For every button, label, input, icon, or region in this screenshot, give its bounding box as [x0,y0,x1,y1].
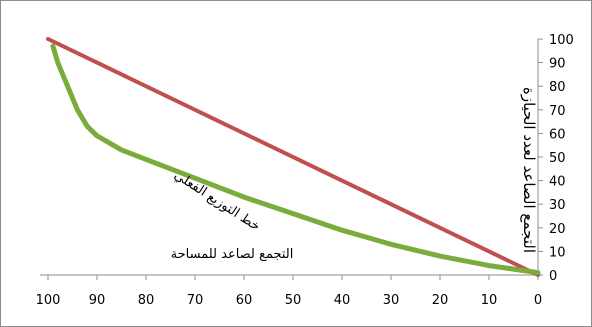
y-tick-label: 10 [549,245,566,260]
x-tick-label: 30 [383,293,400,308]
x-tick-label: 70 [187,293,204,308]
actual-distribution-line [50,43,541,276]
y-tick-label: 70 [549,104,566,119]
annotation-area-label: التجمع لصاعد للمساحة [171,247,294,262]
y-axis-title: التجمع الصاعد لعدد الحيازة [520,87,538,253]
x-tick-label: 90 [89,293,106,308]
x-tick-label: 10 [481,293,498,308]
x-tick-label: 100 [36,293,61,308]
axes: 100 90 80 70 60 50 40 30 20 10 0010203040506070809… [36,33,574,308]
equality-line [46,37,540,277]
x-tick-label: 40 [334,293,351,308]
x-tick-label: 20 [432,293,449,308]
y-tick-label: 0 [549,269,557,284]
x-tick-label: 60 [236,293,253,308]
y-tick-label: 40 [549,175,566,190]
y-tick-label: 60 [549,127,566,142]
x-tick-label: 80 [138,293,155,308]
y-tick-label: 100 [549,33,574,48]
x-tick-label: 50 [285,293,302,308]
y-tick-label: 80 [549,80,566,95]
series-group [46,37,541,277]
x-tick-label: 0 [534,293,542,308]
y-tick-label: 50 [549,151,566,166]
y-tick-label: 30 [549,198,566,213]
y-tick-label: 90 [549,57,566,72]
y-tick-label: 20 [549,222,566,237]
